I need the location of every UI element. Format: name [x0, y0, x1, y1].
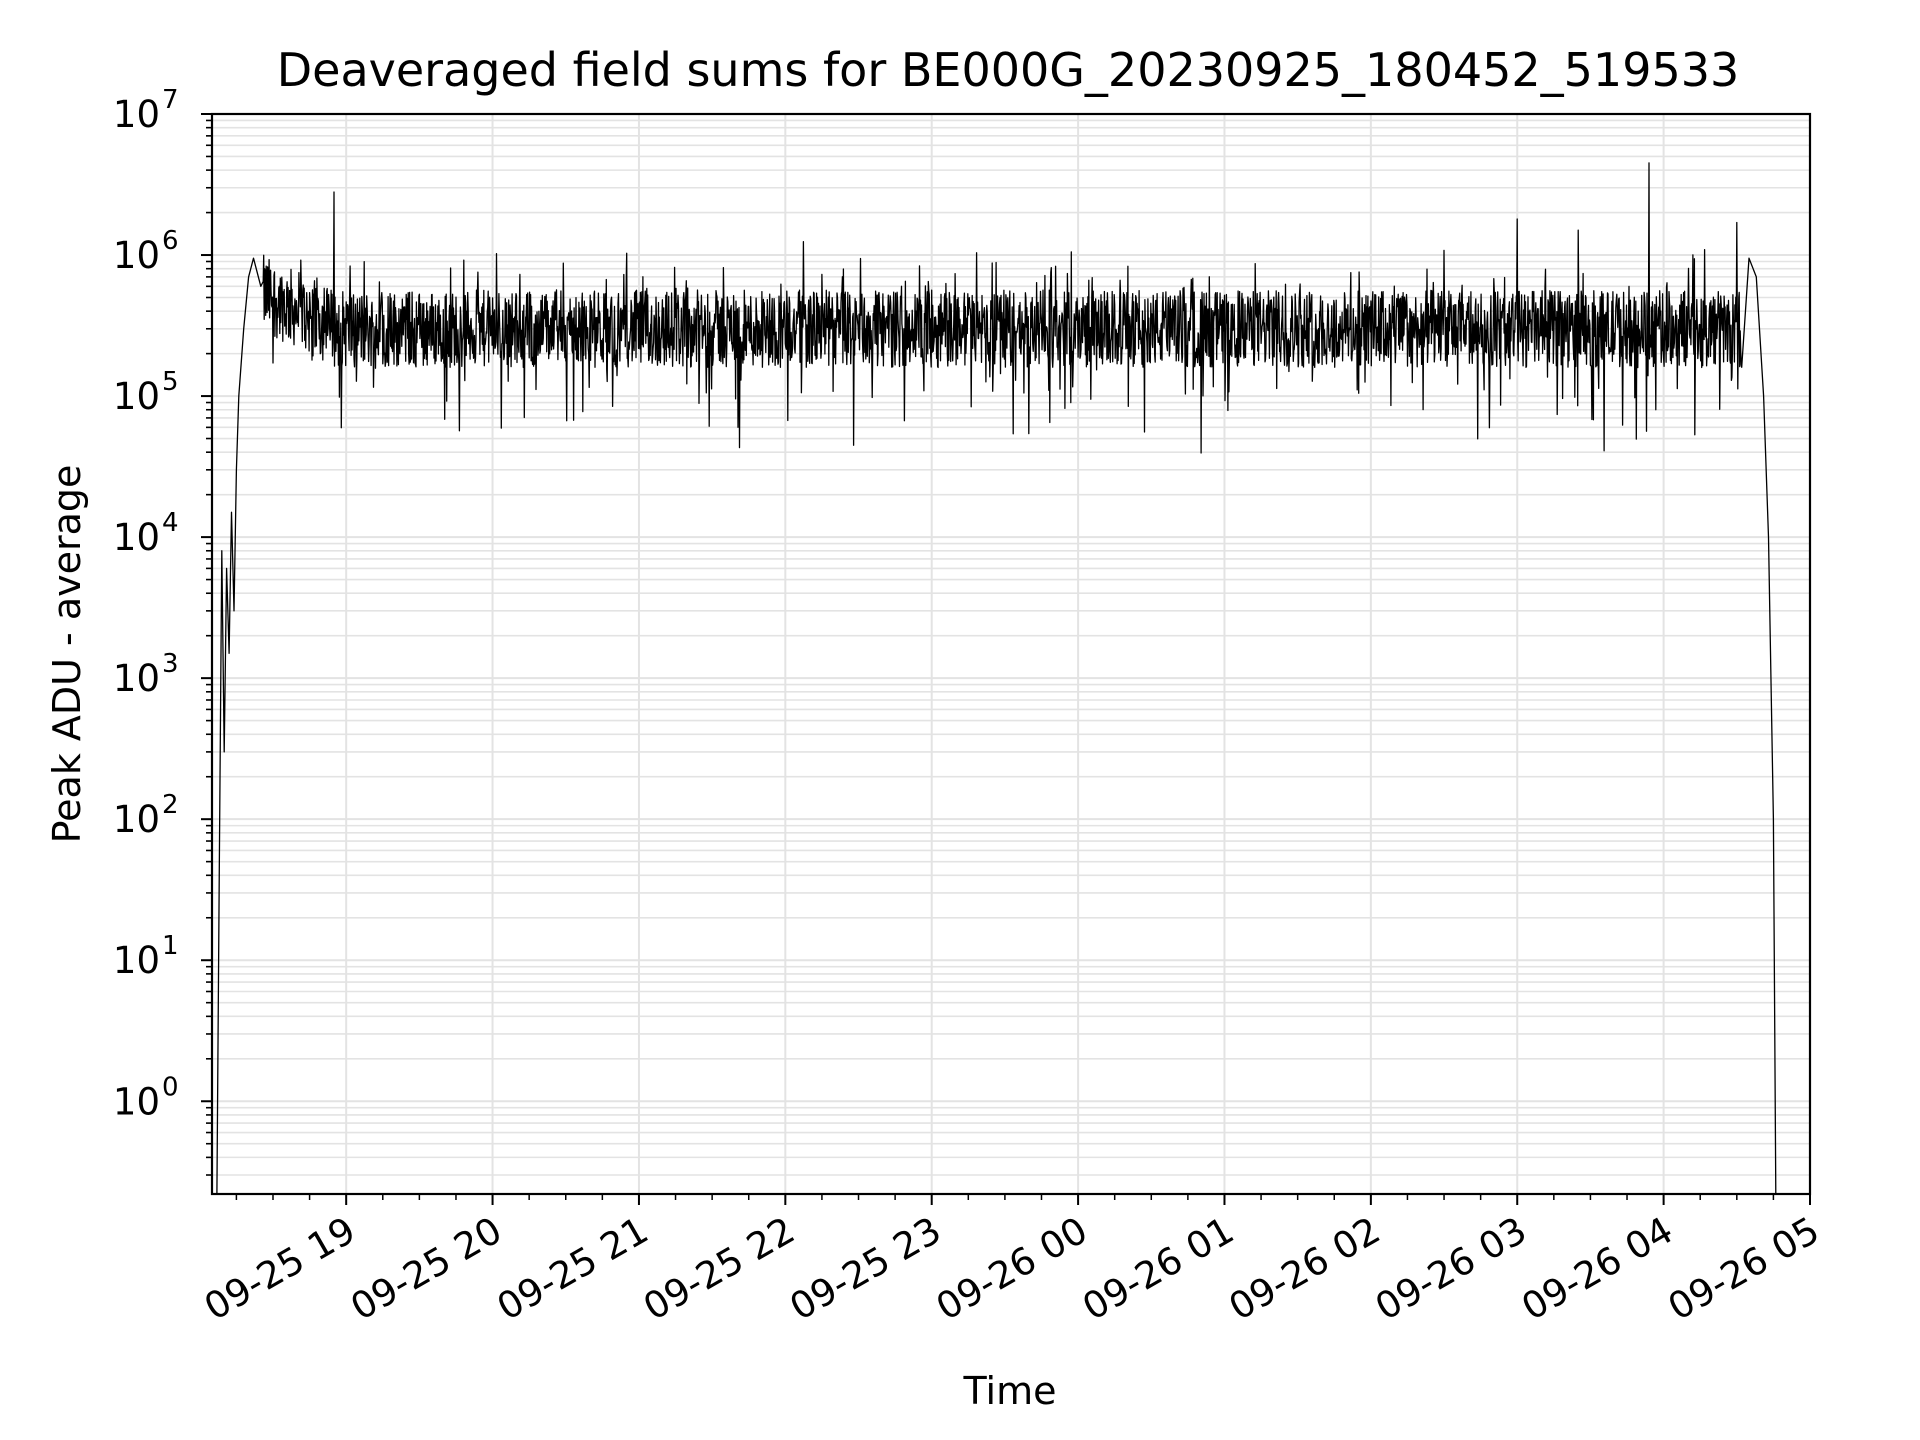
y-axis-label: Peak ADU - average [45, 465, 89, 844]
y-tick-label-exponent: 5 [162, 367, 179, 397]
y-tick-label: 10 [113, 939, 160, 982]
y-tick-label: 10 [113, 93, 160, 136]
y-tick-label-exponent: 7 [162, 85, 179, 115]
y-tick-label: 10 [113, 657, 160, 700]
y-tick-label: 10 [113, 798, 160, 841]
plot-background [212, 114, 1810, 1194]
x-axis-label: Time [963, 1369, 1057, 1413]
y-tick-label: 10 [113, 1080, 160, 1123]
minor-gridlines [212, 119, 1810, 1176]
y-tick-label: 10 [113, 234, 160, 277]
plot-area [210, 112, 1812, 1196]
chart-title: Deaveraged field sums for BE000G_2023092… [277, 43, 1740, 97]
y-tick-label: 10 [113, 375, 160, 418]
plot-frame [210, 112, 1812, 1196]
y-tick-label-exponent: 3 [162, 649, 179, 679]
y-tick-label-exponent: 4 [162, 508, 179, 538]
series-line [211, 162, 1777, 1195]
y-tick-label-exponent: 0 [162, 1072, 179, 1102]
series-layer [211, 162, 1777, 1195]
y-tick-label: 10 [113, 516, 160, 559]
y-tick-label-exponent: 6 [162, 226, 179, 256]
y-tick-label-exponent: 2 [162, 790, 179, 820]
y-tick-label-exponent: 1 [162, 931, 179, 961]
